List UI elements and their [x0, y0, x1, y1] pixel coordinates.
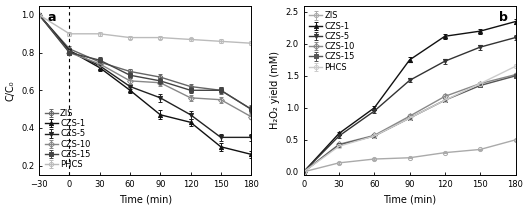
- Legend: ZIS, CZS-1, CZS-5, CZS-10, CZS-15, PHCS: ZIS, CZS-1, CZS-5, CZS-10, CZS-15, PHCS: [306, 8, 358, 75]
- Text: b: b: [498, 11, 507, 24]
- Legend: ZIS, CZS-1, CZS-5, CZS-10, CZS-15, PHCS: ZIS, CZS-1, CZS-5, CZS-10, CZS-15, PHCS: [42, 106, 94, 173]
- Text: a: a: [48, 11, 56, 24]
- X-axis label: Time (min): Time (min): [383, 194, 436, 205]
- Y-axis label: H₂O₂ yield (mM): H₂O₂ yield (mM): [270, 51, 280, 129]
- Y-axis label: C/C₀: C/C₀: [6, 80, 15, 101]
- X-axis label: Time (min): Time (min): [118, 194, 172, 205]
